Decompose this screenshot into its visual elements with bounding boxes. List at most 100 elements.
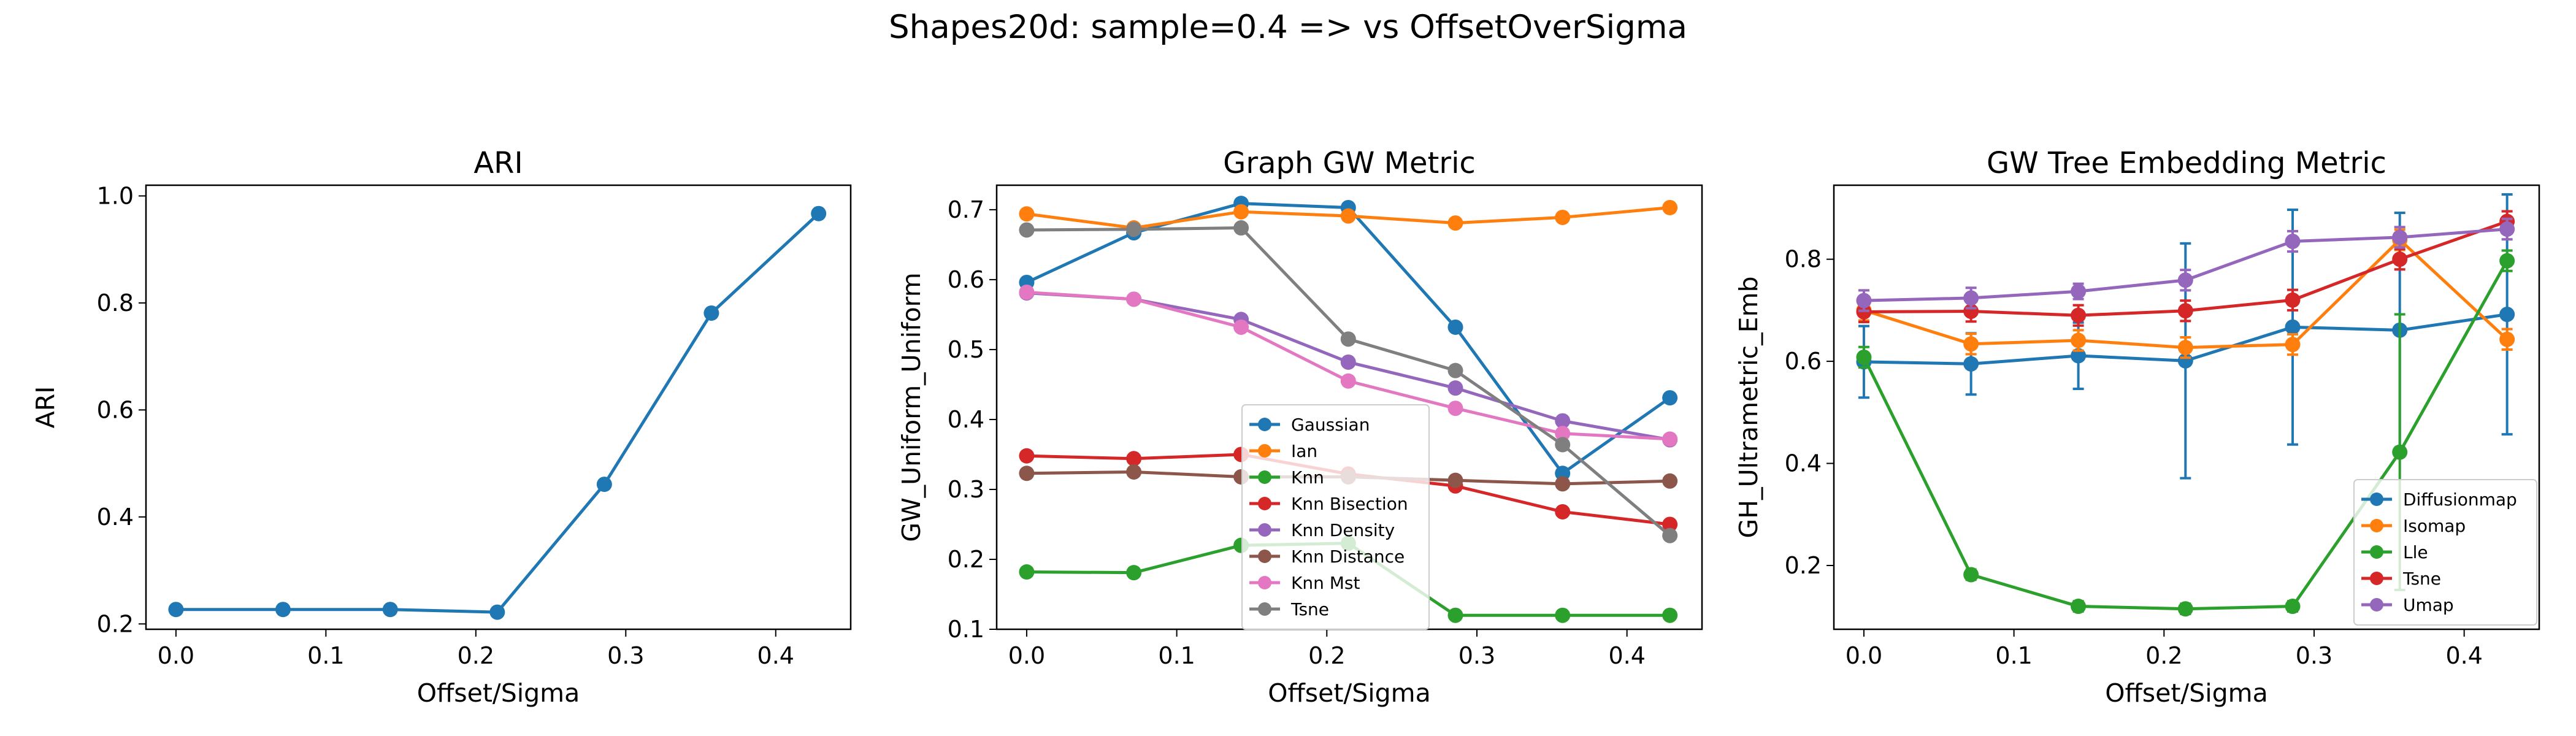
legend-label: Knn Mst — [1291, 573, 1360, 593]
data-point — [1126, 464, 1142, 480]
y-tick-label: 0.6 — [948, 266, 984, 293]
data-point — [1662, 390, 1678, 406]
y-axis-label: GH_Ultrametric_Emb — [1734, 277, 1763, 539]
legend-marker — [1258, 602, 1271, 616]
data-point — [2177, 272, 2193, 288]
x-tick-label: 0.1 — [1158, 642, 1195, 669]
data-point — [1662, 516, 1678, 532]
data-point — [1555, 437, 1571, 453]
x-tick-label: 0.4 — [1608, 642, 1645, 669]
data-point — [1856, 293, 1872, 309]
data-point — [1662, 527, 1678, 543]
data-point — [1447, 362, 1463, 378]
data-point — [1340, 373, 1356, 389]
data-point — [2071, 599, 2087, 615]
figure-suptitle: Shapes20d: sample=0.4 => vs OffsetOverSi… — [889, 9, 1687, 46]
data-point — [1662, 473, 1678, 489]
legend-marker — [1258, 470, 1271, 484]
data-point — [1019, 284, 1035, 300]
data-point — [382, 602, 398, 618]
y-tick-label: 0.6 — [1785, 348, 1822, 375]
data-point — [1019, 206, 1035, 222]
x-axis-label: Offset/Sigma — [1268, 678, 1431, 708]
data-point — [2177, 303, 2193, 319]
x-tick-label: 0.4 — [2445, 642, 2482, 669]
subplot-title: Graph GW Metric — [1223, 146, 1476, 180]
data-point — [2499, 253, 2515, 269]
data-point — [1555, 504, 1571, 519]
x-tick-label: 0.3 — [1459, 642, 1495, 669]
y-tick-label: 0.8 — [97, 289, 134, 316]
data-point — [1340, 208, 1356, 224]
data-point — [1555, 476, 1571, 492]
x-tick-label: 0.3 — [607, 642, 644, 669]
subplot-3: GW Tree Embedding Metric 0.0 0.1 0.2 0.3 0.4 0… — [1734, 146, 2540, 708]
legend-marker — [1258, 497, 1271, 510]
data-point — [2177, 340, 2193, 356]
axes-frame — [1833, 184, 2540, 631]
series-umap — [1856, 217, 2515, 312]
y-tick-label: 0.2 — [97, 610, 134, 637]
data-point — [1963, 290, 1979, 306]
data-point — [1555, 466, 1571, 481]
data-point — [2071, 307, 2087, 323]
legend-label: Tsne — [1290, 599, 1329, 619]
legend-marker — [1258, 550, 1271, 563]
y-tick-label: 0.8 — [1785, 246, 1822, 273]
data-point — [1447, 607, 1463, 623]
data-point — [2285, 292, 2301, 308]
y-tick-label: 0.2 — [1785, 552, 1822, 579]
x-tick-label: 0.1 — [307, 642, 344, 669]
data-point — [2499, 331, 2515, 347]
x-axis-label: Offset/Sigma — [2105, 678, 2268, 708]
data-point — [1447, 319, 1463, 335]
legend-marker — [2370, 493, 2383, 506]
data-point — [1447, 215, 1463, 231]
data-point — [2499, 307, 2515, 323]
x-tick-label: 0.2 — [458, 642, 494, 669]
legend-marker — [2370, 519, 2383, 532]
data-point — [1019, 466, 1035, 481]
x-tick-label: 0.2 — [1308, 642, 1345, 669]
legend-marker — [1258, 523, 1271, 537]
data-point — [1555, 413, 1571, 429]
y-tick-label: 0.4 — [1785, 450, 1822, 477]
data-point — [1126, 291, 1142, 307]
y-tick-label: 1.0 — [97, 182, 134, 209]
data-point — [1555, 607, 1571, 623]
data-point — [1126, 451, 1142, 467]
y-tick-label: 0.6 — [97, 396, 134, 423]
data-point — [1019, 564, 1035, 580]
series-knn-mst — [1019, 284, 1678, 447]
data-point — [1233, 204, 1249, 220]
y-tick-label: 0.2 — [948, 546, 984, 573]
data-point — [1662, 431, 1678, 447]
data-point — [2285, 599, 2301, 615]
x-tick-label: 0.0 — [1846, 642, 1882, 669]
subplot-title: GW Tree Embedding Metric — [1987, 146, 2386, 180]
data-point — [2392, 444, 2408, 460]
subplot-1: ARI 0.0 0.1 0.2 0.3 0.4 0.2 0.4 0.6 0.8 1.0 Offset/… — [31, 146, 852, 708]
data-point — [2392, 229, 2408, 245]
legend-label: Umap — [2403, 595, 2454, 615]
data-point — [1662, 607, 1678, 623]
legend-label: Knn — [1291, 467, 1324, 488]
legend-label: Knn Density — [1291, 520, 1395, 540]
data-point — [275, 602, 291, 618]
legend-label: Knn Bisection — [1291, 494, 1408, 514]
legend-label: Knn Distance — [1291, 546, 1405, 567]
data-point — [2285, 319, 2301, 335]
legend-label: Lle — [2403, 542, 2428, 562]
y-tick-label: 0.4 — [97, 504, 134, 531]
data-point — [2071, 332, 2087, 348]
data-point — [1555, 209, 1571, 225]
legend-box — [2353, 479, 2537, 626]
legend-marker — [1258, 444, 1271, 458]
axes-frame — [145, 184, 852, 631]
y-tick-label: 0.3 — [948, 476, 984, 503]
data-point — [1126, 565, 1142, 581]
legend-marker — [1258, 576, 1271, 589]
x-axis-label: Offset/Sigma — [417, 678, 580, 708]
legend-label: Diffusionmap — [2403, 489, 2517, 510]
